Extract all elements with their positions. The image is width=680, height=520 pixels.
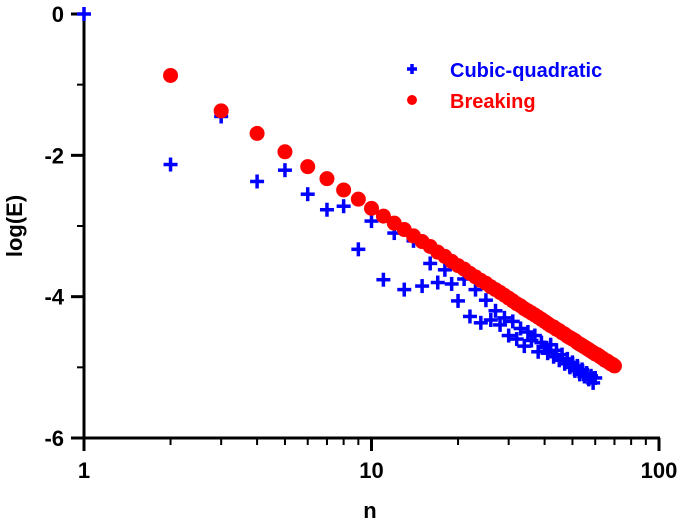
data-point-plus [364, 214, 379, 229]
legend-item-cubic-quadratic: Cubic-quadratic [407, 60, 602, 82]
data-point-plus [505, 314, 520, 329]
data-point-plus [488, 303, 503, 318]
data-point-plus [493, 317, 508, 332]
y-tick-label: -4 [44, 285, 64, 310]
data-point-plus [430, 275, 445, 290]
data-point-plus [437, 262, 452, 277]
x-tick-label: 1 [78, 458, 90, 483]
data-point-circle [213, 103, 229, 119]
data-point-plus [513, 321, 528, 336]
x-tick-label: 100 [641, 458, 678, 483]
data-point-plus [351, 242, 366, 257]
data-point-plus [509, 332, 524, 347]
y-tick-label: 0 [52, 2, 64, 27]
data-point-plus [451, 293, 466, 308]
data-point-circle [364, 200, 379, 216]
legend-marker-plus-icon [407, 64, 417, 74]
data-point-plus [397, 282, 412, 297]
y-axis-title: log(E) [2, 195, 27, 257]
data-point-plus [444, 276, 459, 291]
data-point-plus [473, 315, 488, 330]
data-point-plus [319, 202, 334, 217]
legend-label-breaking: Breaking [450, 91, 536, 113]
data-point-circle [606, 358, 622, 374]
data-point-plus [250, 174, 265, 189]
x-axis-title: n [363, 498, 376, 520]
data-point-plus [501, 328, 516, 343]
data-point-plus [497, 310, 512, 325]
data-point-plus [415, 279, 430, 294]
data-point-circle [375, 208, 391, 224]
data-point-circle [300, 159, 316, 175]
data-point-circle [163, 67, 179, 83]
legend-circle-mark [407, 95, 417, 105]
data-point-circle [249, 125, 265, 141]
data-point-circle [277, 144, 293, 160]
data-point-plus [300, 187, 315, 202]
legend-item-breaking: Breaking [407, 91, 536, 113]
data-point-plus [336, 199, 351, 214]
legend-label-cubic-quadratic: Cubic-quadratic [450, 60, 602, 82]
y-tick-label: -2 [44, 143, 64, 168]
data-point-plus [527, 328, 542, 343]
data-point-plus [588, 370, 603, 385]
legend: Cubic-quadratic Breaking [407, 60, 602, 113]
data-point-plus [277, 163, 292, 178]
data-point-plus [478, 293, 493, 308]
series-cubic-quadratic [77, 7, 603, 390]
data-point-plus [517, 339, 532, 354]
legend-plus-mark [407, 64, 417, 74]
tick-labels: 1 10 100 0 -2 -4 -6 [44, 2, 677, 483]
x-tick-label: 10 [359, 458, 383, 483]
data-point-plus [483, 312, 498, 327]
y-tick-label: -6 [44, 426, 64, 451]
series-breaking [163, 67, 622, 374]
data-point-plus [163, 157, 178, 172]
data-point-circle [319, 171, 335, 187]
data-point-plus [462, 309, 477, 324]
data-point-plus [376, 272, 391, 287]
data-point-circle [336, 182, 352, 198]
data-point-plus [77, 7, 91, 21]
data-point-circle [350, 191, 366, 207]
data-point-plus [423, 256, 438, 271]
legend-marker-circle-icon [407, 95, 417, 105]
